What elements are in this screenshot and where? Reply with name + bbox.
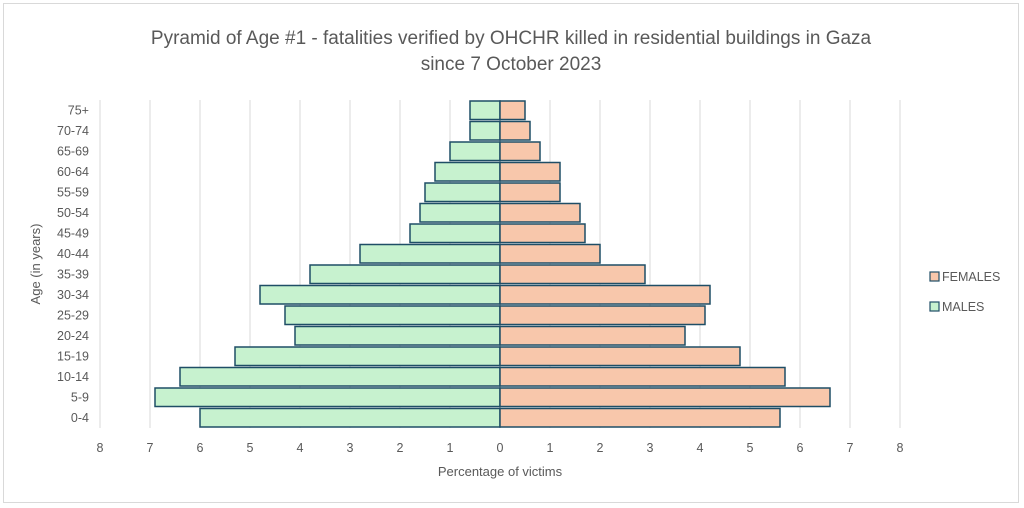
bar-females-40-44	[499, 243, 601, 264]
x-tick-label: 8	[97, 441, 104, 455]
bar-females-10-14	[499, 366, 786, 387]
y-tick-label: 15-19	[57, 349, 89, 363]
y-tick-label: 25-29	[57, 308, 89, 322]
bar-females-75+	[499, 100, 526, 121]
bar-females-45-49	[499, 223, 586, 244]
x-tick-label: 6	[797, 441, 804, 455]
bar-males-35-39	[309, 264, 501, 285]
x-tick-labels: 8 7 6 5 4 3 2 1 0 1 2 3 4 5 6 7 8	[97, 441, 904, 455]
y-tick-label: 70-74	[57, 124, 89, 138]
y-tick-label: 35-39	[57, 267, 89, 281]
y-tick-label: 60-64	[57, 165, 89, 179]
bar-males-70-74	[469, 120, 501, 141]
bar-females-30-34	[499, 284, 711, 305]
legend: FEMALES MALES	[929, 270, 1000, 314]
bar-males-0-4	[199, 407, 501, 428]
bar-females-25-29	[499, 305, 706, 326]
x-tick-label: 5	[747, 441, 754, 455]
y-tick-label: 10-14	[57, 370, 89, 384]
y-tick-label: 20-24	[57, 329, 89, 343]
bar-males-45-49	[409, 223, 501, 244]
bar-males-65-69	[449, 141, 501, 162]
y-tick-label: 50-54	[57, 206, 89, 220]
bar-females-55-59	[499, 182, 561, 203]
bar-males-30-34	[259, 284, 501, 305]
y-tick-label: 30-34	[57, 288, 89, 302]
y-tick-labels: 0-4 5-9 10-14 15-19 20-24 25-29 30-34 35-39 40-4…	[57, 103, 89, 425]
x-tick-label: 0	[497, 441, 504, 455]
bar-males-60-64	[434, 161, 501, 182]
y-tick-label: 40-44	[57, 247, 89, 261]
bars	[154, 100, 831, 428]
x-axis-label: Percentage of victims	[438, 464, 563, 479]
bar-males-50-54	[419, 202, 501, 223]
x-tick-label: 8	[897, 441, 904, 455]
x-tick-label: 7	[847, 441, 854, 455]
x-tick-label: 6	[197, 441, 204, 455]
bar-males-40-44	[359, 243, 501, 264]
bar-males-20-24	[294, 325, 501, 346]
bar-males-10-14	[179, 366, 501, 387]
x-tick-label: 3	[647, 441, 654, 455]
y-tick-label: 45-49	[57, 226, 89, 240]
y-tick-label: 5-9	[71, 390, 89, 404]
bar-males-75+	[469, 100, 501, 121]
x-tick-label: 5	[247, 441, 254, 455]
bar-males-55-59	[424, 182, 501, 203]
y-tick-label: 55-59	[57, 185, 89, 199]
x-tick-label: 7	[147, 441, 154, 455]
x-tick-label: 4	[297, 441, 304, 455]
x-tick-label: 1	[547, 441, 554, 455]
x-tick-label: 3	[347, 441, 354, 455]
bar-females-50-54	[499, 202, 581, 223]
legend-swatch-males	[929, 301, 940, 312]
y-tick-label: 75+	[68, 103, 89, 117]
x-tick-label: 4	[697, 441, 704, 455]
bar-males-15-19	[234, 346, 501, 367]
legend-swatch-females	[929, 271, 940, 282]
x-tick-label: 1	[447, 441, 454, 455]
y-axis-label: Age (in years)	[28, 224, 43, 305]
bar-females-15-19	[499, 346, 741, 367]
bar-females-5-9	[499, 387, 831, 408]
x-tick-label: 2	[397, 441, 404, 455]
y-tick-label: 0-4	[71, 411, 89, 425]
x-tick-label: 2	[597, 441, 604, 455]
bar-females-70-74	[499, 120, 531, 141]
bar-females-60-64	[499, 161, 561, 182]
legend-label-males: MALES	[942, 300, 984, 314]
chart-title-line1: Pyramid of Age #1 - fatalities verified …	[151, 28, 872, 49]
bar-females-35-39	[499, 264, 646, 285]
bar-males-25-29	[284, 305, 501, 326]
y-tick-label: 65-69	[57, 144, 89, 158]
bar-males-5-9	[154, 387, 501, 408]
chart-title-line2: since 7 October 2023	[421, 54, 602, 75]
bar-females-20-24	[499, 325, 686, 346]
bar-females-65-69	[499, 141, 541, 162]
legend-label-females: FEMALES	[942, 270, 1000, 284]
bar-females-0-4	[499, 407, 781, 428]
